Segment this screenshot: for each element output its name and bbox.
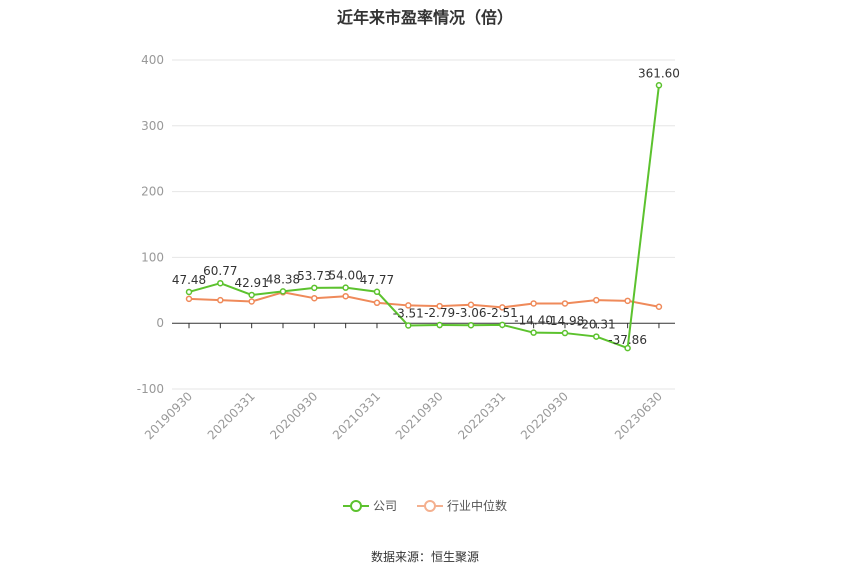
data-point-industry: [436, 302, 443, 310]
data-point-company: [373, 288, 381, 296]
x-tick-label: 20210930: [393, 389, 446, 442]
data-point-company: [185, 288, 193, 296]
data-point-company: [655, 82, 663, 89]
data-label: 47.48: [172, 273, 206, 287]
data-label: -14.98: [546, 314, 585, 328]
data-point-company: [405, 322, 412, 329]
data-point-industry: [624, 297, 631, 305]
data-point-company: [217, 279, 224, 287]
data-label: -37.86: [608, 333, 647, 347]
data-label: -3.51: [393, 307, 424, 321]
data-point-company: [624, 344, 631, 352]
data-label: -14.40: [514, 314, 553, 328]
data-point-industry: [499, 304, 506, 311]
data-label: 47.77: [360, 273, 394, 287]
x-tick-label: 20200930: [267, 389, 320, 442]
data-point-company: [499, 321, 506, 329]
data-label: -3.06: [455, 306, 486, 320]
data-point-industry: [185, 295, 193, 303]
series-line-industry: [188, 291, 660, 309]
x-tick-label: 20200331: [205, 389, 258, 442]
y-tick-label: 200: [141, 185, 164, 199]
data-point-industry: [248, 298, 255, 305]
data-point-industry: [405, 302, 412, 309]
x-tick-label: 20190930: [142, 389, 195, 442]
data-point-company: [279, 288, 287, 295]
data-point-company: [342, 284, 349, 291]
x-tick-label: 20220331: [455, 389, 508, 442]
data-point-industry: [217, 296, 224, 304]
data-point-industry: [530, 300, 537, 307]
legend-item-company[interactable]: 公司: [342, 497, 397, 514]
data-label: 53.73: [297, 269, 331, 283]
data-label: -2.79: [424, 306, 455, 320]
data-label: 60.77: [203, 264, 237, 278]
data-point-industry: [342, 292, 349, 300]
chart-title: 近年来市盈率情况（倍）: [336, 8, 513, 27]
data-label: 48.38: [266, 272, 300, 286]
y-tick-label: 0: [156, 316, 164, 330]
y-tick-label: 100: [141, 250, 164, 264]
data-point-company: [561, 329, 569, 337]
data-label: -20.31: [577, 318, 616, 332]
data-point-industry: [467, 301, 475, 309]
x-tick-label: 20210331: [330, 389, 383, 442]
y-tick-label: 300: [141, 119, 164, 133]
data-point-industry: [593, 296, 600, 304]
data-point-company: [467, 321, 475, 329]
x-axis: 20190930 20200331 20200930 20210331 20210930…: [142, 322, 675, 442]
legend-industry-label: 行业中位数: [447, 499, 508, 513]
data-point-company: [593, 333, 600, 340]
data-point-industry: [655, 303, 663, 310]
data-label: 361.60: [638, 66, 680, 80]
y-tick-label: 400: [141, 53, 164, 67]
series: [185, 82, 663, 352]
y-axis: -100 0 100 200 300 400: [137, 53, 164, 396]
data-point-industry: [561, 300, 569, 307]
y-tick-label: -100: [137, 382, 164, 396]
x-tick-label: 20230630: [612, 389, 665, 442]
legend-industry-marker: [417, 499, 443, 513]
legend-company-marker: [342, 499, 369, 513]
data-label: 42.91: [234, 276, 268, 290]
legend: 公司 行业中位数: [0, 497, 850, 514]
grid-lines: [172, 59, 675, 390]
data-source: 数据来源：恒生聚源: [370, 550, 479, 564]
data-point-company: [530, 329, 537, 336]
data-point-industry: [311, 294, 318, 302]
legend-company-label: 公司: [372, 499, 397, 513]
data-label: -2.51: [487, 306, 518, 320]
data-point-company: [311, 284, 318, 292]
data-label: 54.00: [328, 269, 362, 283]
legend-item-industry[interactable]: 行业中位数: [417, 497, 507, 514]
x-tick-label: 20220930: [518, 389, 571, 442]
data-point-industry: [373, 299, 381, 307]
data-point-company: [436, 321, 443, 329]
data-point-company: [248, 291, 255, 299]
series-line-company: [188, 85, 660, 350]
